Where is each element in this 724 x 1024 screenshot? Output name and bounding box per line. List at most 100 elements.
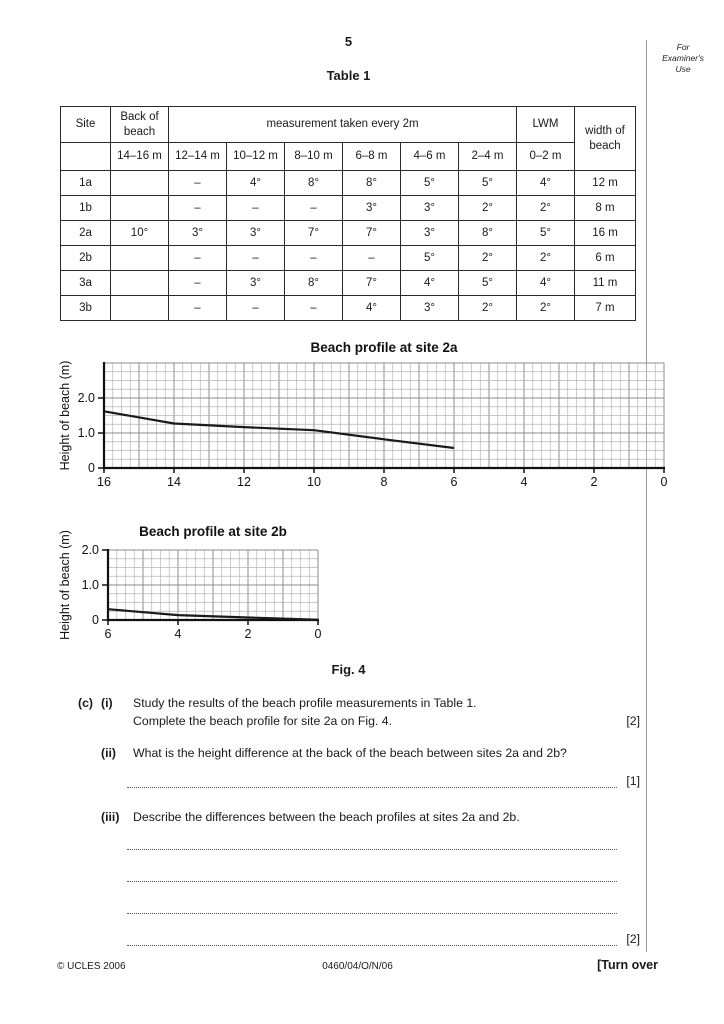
angle-cell: – (168, 270, 227, 296)
answer-line[interactable] (127, 771, 617, 788)
angle-cell: 7° (284, 220, 343, 246)
angle-cell: – (226, 195, 285, 221)
chart-title: Beach profile at site 2b (139, 524, 287, 539)
table-header-row-2: 14–16 m 12–14 m 10–12 m 8–10 m 6–8 m 4–6… (60, 142, 636, 171)
x-tick-label: 16 (97, 475, 111, 489)
angle-cell: – (168, 195, 227, 221)
page-footer: © UCLES 2006 0460/04/O/N/06 [Turn over (57, 958, 658, 972)
x-tick-label: 2 (245, 627, 252, 641)
angle-cell: 4° (516, 170, 575, 196)
answer-line[interactable] (127, 865, 617, 882)
x-tick-label: 6 (105, 627, 112, 641)
x-tick-label: 8 (381, 475, 388, 489)
angle-cell: 7° (342, 270, 401, 296)
answer-line[interactable] (127, 929, 617, 946)
examiner-column-rule (646, 40, 647, 952)
angle-cell (110, 245, 169, 271)
angle-cell: 2° (458, 195, 517, 221)
width-cell: 11 m (574, 270, 636, 296)
angle-cell: 2° (458, 245, 517, 271)
width-cell: 8 m (574, 195, 636, 221)
question-i-marks: [2] (626, 714, 640, 728)
question-ii-label: (ii) (101, 746, 117, 760)
angle-cell: 5° (458, 170, 517, 196)
angle-cell: – (284, 295, 343, 321)
angle-cell: 4° (226, 170, 285, 196)
header-lwm: LWM (516, 106, 575, 143)
question-i-text: Study the results of the beach profile m… (133, 694, 640, 730)
y-tick-label: 0 (88, 461, 95, 475)
site-cell: 3a (60, 270, 111, 296)
angle-cell: 2° (516, 195, 575, 221)
question-i-line1: Study the results of the beach profile m… (133, 696, 477, 710)
answer-line-iii-4: [2] (57, 930, 640, 946)
copyright-notice: © UCLES 2006 (57, 961, 126, 972)
x-tick-label: 12 (237, 475, 251, 489)
header-measurement: measurement taken every 2m (168, 106, 517, 143)
angle-cell: 8° (458, 220, 517, 246)
table-1: Site Back of beach measurement taken eve… (60, 106, 636, 321)
for-examiners-use-label: For Examiner's Use (648, 42, 718, 75)
angle-cell: 5° (516, 220, 575, 246)
table-row: 2a 10° 3° 3° 7° 7° 3° 8° 5° 16 m (60, 220, 636, 246)
table-row: 1a –4° 8° 8° 5° 5° 4° 12 m (60, 170, 636, 196)
question-c-label: (c) (78, 696, 94, 710)
width-cell: 6 m (574, 245, 636, 271)
y-tick-label: 0 (92, 613, 99, 627)
table-row: 2b – – – –5° 2° 2° 6 m (60, 245, 636, 271)
site-cell: 2a (60, 220, 111, 246)
y-tick-label: 2.0 (78, 391, 95, 405)
angle-cell: – (284, 195, 343, 221)
x-tick-label: 6 (451, 475, 458, 489)
table-row: 1b – – –3° 3° 2° 2° 8 m (60, 195, 636, 221)
angle-cell: 4° (400, 270, 459, 296)
paper-code: 0460/04/O/N/06 (322, 961, 393, 972)
angle-cell: – (168, 245, 227, 271)
header-range: 6–8 m (342, 142, 401, 171)
question-c-iii: (iii) Describe the differences between t… (57, 808, 640, 826)
answer-line-iii-1 (57, 834, 640, 850)
angle-cell: 8° (342, 170, 401, 196)
chart-title: Beach profile at site 2a (310, 340, 458, 355)
examiner-line-1: For (676, 42, 690, 52)
turn-over-label: [Turn over (597, 958, 658, 972)
header-site: Site (60, 106, 111, 143)
header-back-of-beach: Back of beach (110, 106, 169, 143)
answer-line-iii-2 (57, 866, 640, 882)
figure-caption: Fig. 4 (331, 662, 366, 677)
angle-cell: 3° (226, 270, 285, 296)
x-tick-label: 0 (661, 475, 668, 489)
header-empty (60, 142, 111, 171)
x-tick-label: 14 (167, 475, 181, 489)
width-cell: 7 m (574, 295, 636, 321)
answer-line-iii-3 (57, 898, 640, 914)
question-c-ii: (ii) What is the height difference at th… (57, 744, 640, 762)
answer-line[interactable] (127, 833, 617, 850)
angle-cell (110, 295, 169, 321)
x-tick-label: 4 (175, 627, 182, 641)
angle-cell: 7° (342, 220, 401, 246)
header-range: 8–10 m (284, 142, 343, 171)
angle-cell: 5° (400, 170, 459, 196)
results-table-wrap: Site Back of beach measurement taken eve… (60, 106, 636, 321)
header-range: 2–4 m (458, 142, 517, 171)
site-cell: 2b (60, 245, 111, 271)
header-range: 14–16 m (110, 142, 169, 171)
x-tick-label: 10 (307, 475, 321, 489)
question-ii-marks: [1] (626, 774, 640, 788)
question-iii-marks: [2] (626, 932, 640, 946)
header-range: 12–14 m (168, 142, 227, 171)
header-range: 10–12 m (226, 142, 285, 171)
angle-cell: 4° (342, 295, 401, 321)
question-iii-label: (iii) (101, 810, 120, 824)
answer-line[interactable] (127, 897, 617, 914)
width-cell: 12 m (574, 170, 636, 196)
y-axis-label: Height of beach (m) (58, 530, 72, 640)
header-range: 4–6 m (400, 142, 459, 171)
page-number: 5 (344, 34, 353, 49)
angle-cell: 5° (400, 245, 459, 271)
y-tick-label: 1.0 (78, 426, 95, 440)
chart-beach-profile-2a: 16 14 12 10 8 6 4 2 0 0 1.0 2.0 Beach profile at sit… (58, 340, 668, 489)
angle-cell (110, 270, 169, 296)
